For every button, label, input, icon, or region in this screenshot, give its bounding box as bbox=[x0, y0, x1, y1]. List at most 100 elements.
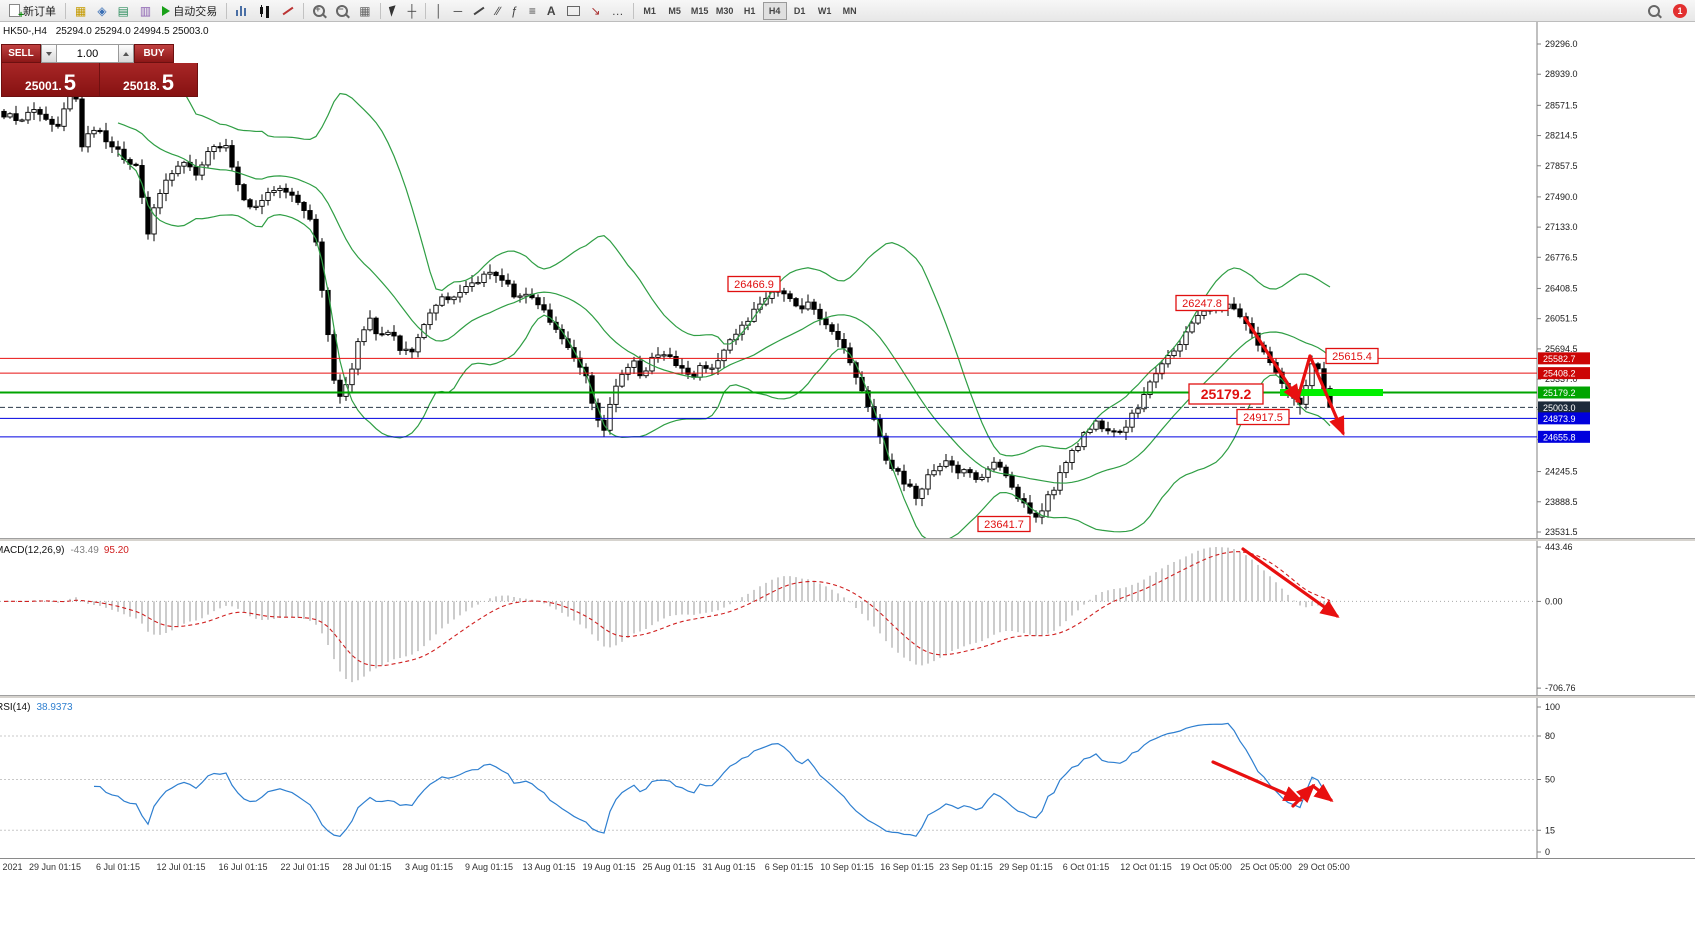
timeframe-mn[interactable]: MN bbox=[838, 2, 862, 20]
rsi-indicator-panel[interactable]: 100 80 50 15 0 RSI(14)38.9373 bbox=[0, 698, 1695, 858]
auto-trading-button[interactable]: 自动交易 bbox=[157, 2, 222, 20]
new-order-label: 新订单 bbox=[23, 5, 56, 18]
zoom-out-icon: − bbox=[336, 4, 349, 17]
time-axis-label: 10 Sep 01:15 bbox=[820, 862, 874, 872]
highlight-zone[interactable] bbox=[1280, 389, 1383, 397]
drawn-trend-arrows[interactable] bbox=[1241, 547, 1340, 618]
time-axis-label: 6 Jul 01:15 bbox=[95, 862, 141, 872]
sell-button[interactable]: SELL bbox=[1, 44, 41, 63]
toolbar-separator bbox=[632, 2, 634, 19]
vertical-line-button[interactable]: │ bbox=[430, 2, 448, 20]
more-tools-button[interactable]: … bbox=[607, 2, 629, 20]
arrow-object-button[interactable]: ↘ bbox=[586, 2, 606, 20]
svg-text:25582.7: 25582.7 bbox=[1543, 354, 1576, 364]
sell-price-display[interactable]: 25001. 5 bbox=[2, 63, 99, 96]
drawn-trend-arrows[interactable] bbox=[1243, 316, 1345, 436]
rsi-scale: 100 80 50 15 0 bbox=[1537, 702, 1560, 857]
volume-increase-button[interactable] bbox=[118, 44, 134, 63]
zoom-out-button[interactable]: − bbox=[331, 2, 353, 20]
time-axis-label: 6 Sep 01:15 bbox=[764, 862, 814, 872]
svg-text:26247.8: 26247.8 bbox=[1182, 298, 1222, 310]
notification-badge[interactable]: 1 bbox=[1673, 3, 1687, 18]
candlestick-icon bbox=[259, 4, 272, 18]
volume-input[interactable] bbox=[57, 44, 118, 63]
zoom-in-button[interactable]: + bbox=[308, 2, 330, 20]
svg-text:25003.0: 25003.0 bbox=[1543, 403, 1576, 413]
bar-chart-icon bbox=[236, 5, 249, 16]
trendline-button[interactable] bbox=[468, 2, 490, 20]
svg-text:26051.5: 26051.5 bbox=[1545, 314, 1578, 324]
macd-indicator-panel[interactable]: 443.46 0.00 -706.76 MACD(12,26,9) -43.49 95.2… bbox=[0, 541, 1695, 695]
timeframe-d1[interactable]: D1 bbox=[788, 2, 812, 20]
time-axis-label: 25 Aug 01:15 bbox=[642, 862, 696, 872]
svg-text:15: 15 bbox=[1545, 825, 1555, 835]
line-chart-icon bbox=[282, 6, 294, 15]
channel-button[interactable]: ∕∕ bbox=[491, 2, 505, 20]
timeframe-m30[interactable]: M30 bbox=[713, 2, 737, 20]
time-axis[interactable]: Jun 2021 29 Jun 01:15 6 Jul 01:15 12 Jul 01… bbox=[0, 858, 1695, 877]
rsi-level-lines bbox=[0, 735, 1537, 831]
timeframe-h4[interactable]: H4 bbox=[762, 1, 787, 20]
candles bbox=[1, 86, 1333, 525]
timeframe-m5[interactable]: M5 bbox=[663, 2, 687, 20]
search-icon bbox=[1648, 4, 1660, 17]
timeframe-w1[interactable]: W1 bbox=[813, 2, 837, 20]
candlestick-chart-button[interactable] bbox=[254, 2, 276, 20]
text-label-button[interactable] bbox=[562, 2, 585, 20]
market-watch-button[interactable]: ▦ bbox=[70, 2, 91, 20]
svg-text:28571.5: 28571.5 bbox=[1545, 100, 1578, 110]
time-axis-label: 19 Oct 05:00 bbox=[1180, 862, 1232, 872]
volume-decrease-button[interactable] bbox=[41, 44, 57, 63]
buy-price-display[interactable]: 25018. 5 bbox=[99, 63, 197, 96]
svg-text:24655.8: 24655.8 bbox=[1543, 432, 1576, 442]
svg-text:29296.0: 29296.0 bbox=[1545, 39, 1578, 49]
time-axis-label: 12 Oct 01:15 bbox=[1120, 862, 1172, 872]
navigator-button[interactable]: ◈ bbox=[92, 2, 111, 20]
text-label-icon bbox=[566, 5, 580, 16]
price-callouts[interactable]: 26466.9 26247.8 25615.4 25179.2 24917.5 23641… bbox=[727, 275, 1379, 533]
crosshair-button[interactable]: ┼ bbox=[403, 2, 422, 20]
svg-text:24873.9: 24873.9 bbox=[1543, 414, 1576, 424]
bar-chart-button[interactable] bbox=[231, 2, 253, 20]
new-order-button[interactable]: 新订单 bbox=[4, 2, 61, 21]
bollinger-bands bbox=[117, 73, 1331, 540]
time-axis-label: 13 Aug 01:15 bbox=[522, 862, 576, 872]
fibonacci-icon: ƒ bbox=[511, 3, 518, 18]
horizontal-line-button[interactable]: ─ bbox=[449, 2, 468, 20]
svg-text:0.00: 0.00 bbox=[1545, 596, 1563, 606]
search-button[interactable] bbox=[1643, 2, 1665, 20]
sell-price-big-digit: 5 bbox=[63, 70, 76, 96]
buy-button[interactable]: BUY bbox=[134, 44, 174, 63]
svg-text:26466.9: 26466.9 bbox=[734, 279, 774, 291]
time-axis-label: 16 Sep 01:15 bbox=[880, 862, 934, 872]
svg-text:23531.5: 23531.5 bbox=[1545, 527, 1578, 537]
macd-label: MACD(12,26,9) -43.49 95.20 bbox=[0, 545, 129, 556]
one-click-trade-panel: SELL BUY 25001. 5 25018. 5 bbox=[1, 44, 198, 97]
timeframe-m15[interactable]: M15 bbox=[688, 2, 712, 20]
fibonacci-button[interactable]: ƒ bbox=[506, 2, 523, 20]
panel-splitter[interactable] bbox=[0, 695, 1695, 698]
volume-decrease-icon bbox=[46, 51, 52, 56]
ellipsis-icon: … bbox=[611, 3, 624, 18]
terminal-button[interactable]: ▤ bbox=[113, 2, 134, 20]
timeframe-h1[interactable]: H1 bbox=[738, 2, 762, 20]
svg-text:26408.5: 26408.5 bbox=[1545, 283, 1578, 293]
line-chart-button[interactable] bbox=[277, 2, 299, 20]
toolbar-separator bbox=[425, 2, 427, 19]
panel-splitter[interactable] bbox=[0, 538, 1695, 541]
time-axis-label: 28 Jul 01:15 bbox=[342, 862, 392, 872]
drawn-trend-arrows[interactable] bbox=[1211, 760, 1334, 808]
strategy-tester-button[interactable]: ▥ bbox=[135, 2, 156, 20]
tile-windows-button[interactable]: ▦ bbox=[354, 2, 375, 20]
price-scale: 29296.0 28939.0 28571.5 28214.5 27857.5 27490… bbox=[1536, 22, 1578, 540]
time-axis-label: 29 Oct 05:00 bbox=[1298, 862, 1350, 872]
arrow-object-icon: ↘ bbox=[590, 3, 601, 18]
text-button[interactable]: A bbox=[542, 2, 561, 20]
main-price-chart[interactable]: 29296.0 28939.0 28571.5 28214.5 27857.5 27490… bbox=[0, 22, 1695, 540]
grid-lines-button[interactable]: ≡ bbox=[524, 2, 541, 20]
ohlc-values: 25294.0 25294.0 24994.5 25003.0 bbox=[55, 26, 209, 37]
svg-text:24917.5: 24917.5 bbox=[1243, 412, 1283, 424]
timeframe-m1[interactable]: M1 bbox=[638, 2, 662, 20]
cursor-button[interactable] bbox=[385, 2, 402, 20]
